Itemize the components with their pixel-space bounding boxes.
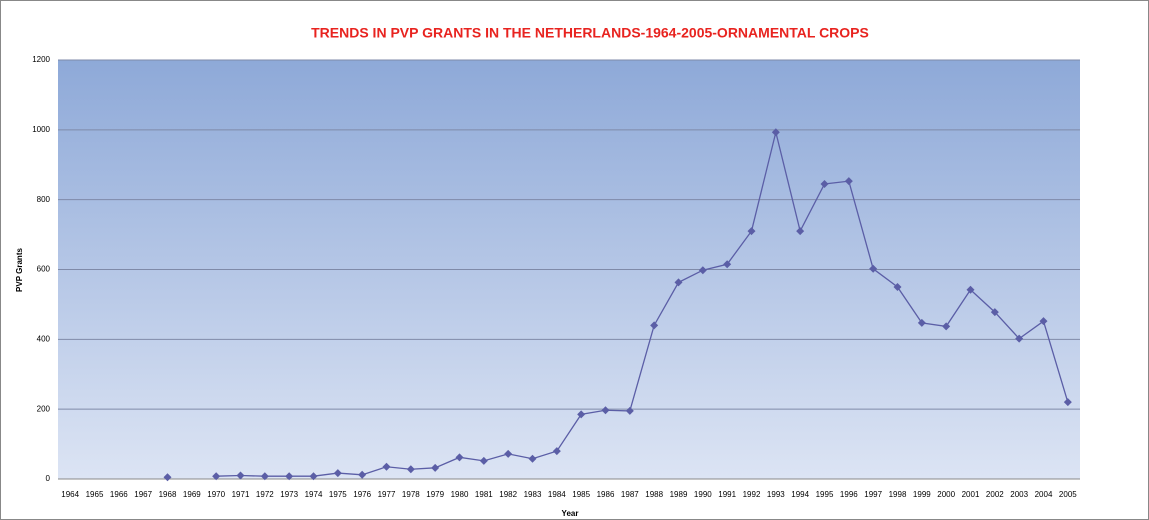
data-point [236, 471, 245, 480]
data-point [966, 285, 975, 294]
x-tick-label: 1986 [597, 490, 615, 499]
x-tick-label: 1976 [353, 490, 371, 499]
data-point [771, 128, 780, 137]
data-point [917, 318, 926, 327]
y-tick-label: 600 [37, 265, 51, 274]
data-point [431, 463, 440, 472]
x-tick-label: 1993 [767, 490, 785, 499]
x-tick-label: 1981 [475, 490, 493, 499]
x-tick-label: 1989 [670, 490, 688, 499]
x-tick-label: 1995 [816, 490, 834, 499]
data-point [820, 179, 829, 188]
data-point [698, 266, 707, 275]
data-point [674, 278, 683, 287]
data-point [358, 470, 367, 479]
x-tick-label: 1992 [743, 490, 761, 499]
data-point [723, 260, 732, 269]
chart-title: TRENDS IN PVP GRANTS IN THE NETHERLANDS-… [311, 25, 869, 41]
x-tick-label: 1996 [840, 490, 858, 499]
data-point [650, 321, 659, 330]
data-point [1015, 334, 1024, 343]
x-tick-label: 2001 [962, 490, 980, 499]
x-tick-label: 1972 [256, 490, 274, 499]
x-tick-label: 1978 [402, 490, 420, 499]
y-tick-label: 1200 [32, 55, 50, 64]
data-point [747, 227, 756, 236]
x-tick-label: 1983 [524, 490, 542, 499]
data-point [528, 454, 537, 463]
x-tick-label: 1982 [499, 490, 517, 499]
data-point [163, 473, 172, 482]
data-point [893, 282, 902, 291]
x-tick-label: 1990 [694, 490, 712, 499]
data-point [455, 453, 464, 462]
data-point [1063, 398, 1072, 407]
y-tick-label: 400 [37, 334, 51, 343]
data-point [285, 472, 294, 481]
x-tick-label: 1969 [183, 490, 201, 499]
x-tick-label: 1985 [572, 490, 590, 499]
x-tick-label: 1987 [621, 490, 639, 499]
x-tick-label: 1988 [645, 490, 663, 499]
x-tick-label: 1999 [913, 490, 931, 499]
x-tick-label: 2002 [986, 490, 1004, 499]
x-tick-label: 1971 [232, 490, 250, 499]
x-tick-label: 2005 [1059, 490, 1077, 499]
x-tick-label: 1970 [207, 490, 225, 499]
y-tick-label: 0 [46, 474, 51, 483]
x-tick-label: 1975 [329, 490, 347, 499]
x-tick-label: 2000 [937, 490, 955, 499]
data-point [601, 406, 610, 415]
x-tick-label: 1997 [864, 490, 882, 499]
y-axis-title: PVP Grants [15, 248, 24, 292]
x-tick-label: 1968 [159, 490, 177, 499]
data-point [796, 227, 805, 236]
data-point [382, 462, 391, 471]
x-tick-label: 2003 [1010, 490, 1028, 499]
data-point [333, 469, 342, 478]
x-tick-label: 1979 [426, 490, 444, 499]
data-point [625, 406, 634, 415]
data-point [260, 472, 269, 481]
x-tick-label: 1994 [791, 490, 809, 499]
data-point [577, 410, 586, 419]
data-point [869, 264, 878, 273]
data-point [1039, 317, 1048, 326]
y-tick-label: 800 [37, 195, 51, 204]
x-axis-title: Year [562, 509, 579, 518]
data-point [212, 472, 221, 481]
x-tick-label: 1991 [718, 490, 736, 499]
x-tick-label: 1974 [305, 490, 323, 499]
y-tick-label: 1000 [32, 125, 50, 134]
x-tick-label: 1964 [61, 490, 79, 499]
data-point [990, 308, 999, 317]
x-tick-label: 1973 [280, 490, 298, 499]
x-tick-label: 2004 [1035, 490, 1053, 499]
data-point [552, 447, 561, 456]
data-point [406, 465, 415, 474]
x-tick-label: 1967 [134, 490, 152, 499]
x-tick-label: 1966 [110, 490, 128, 499]
data-point [309, 472, 318, 481]
data-point [844, 177, 853, 186]
data-point [942, 322, 951, 331]
x-tick-label: 1965 [86, 490, 104, 499]
x-tick-label: 1977 [378, 490, 396, 499]
data-point [504, 449, 513, 458]
x-tick-label: 1998 [889, 490, 907, 499]
x-tick-label: 1984 [548, 490, 566, 499]
y-tick-label: 200 [37, 404, 51, 413]
x-tick-label: 1980 [451, 490, 469, 499]
series-line [216, 132, 1069, 477]
data-point [479, 456, 488, 465]
